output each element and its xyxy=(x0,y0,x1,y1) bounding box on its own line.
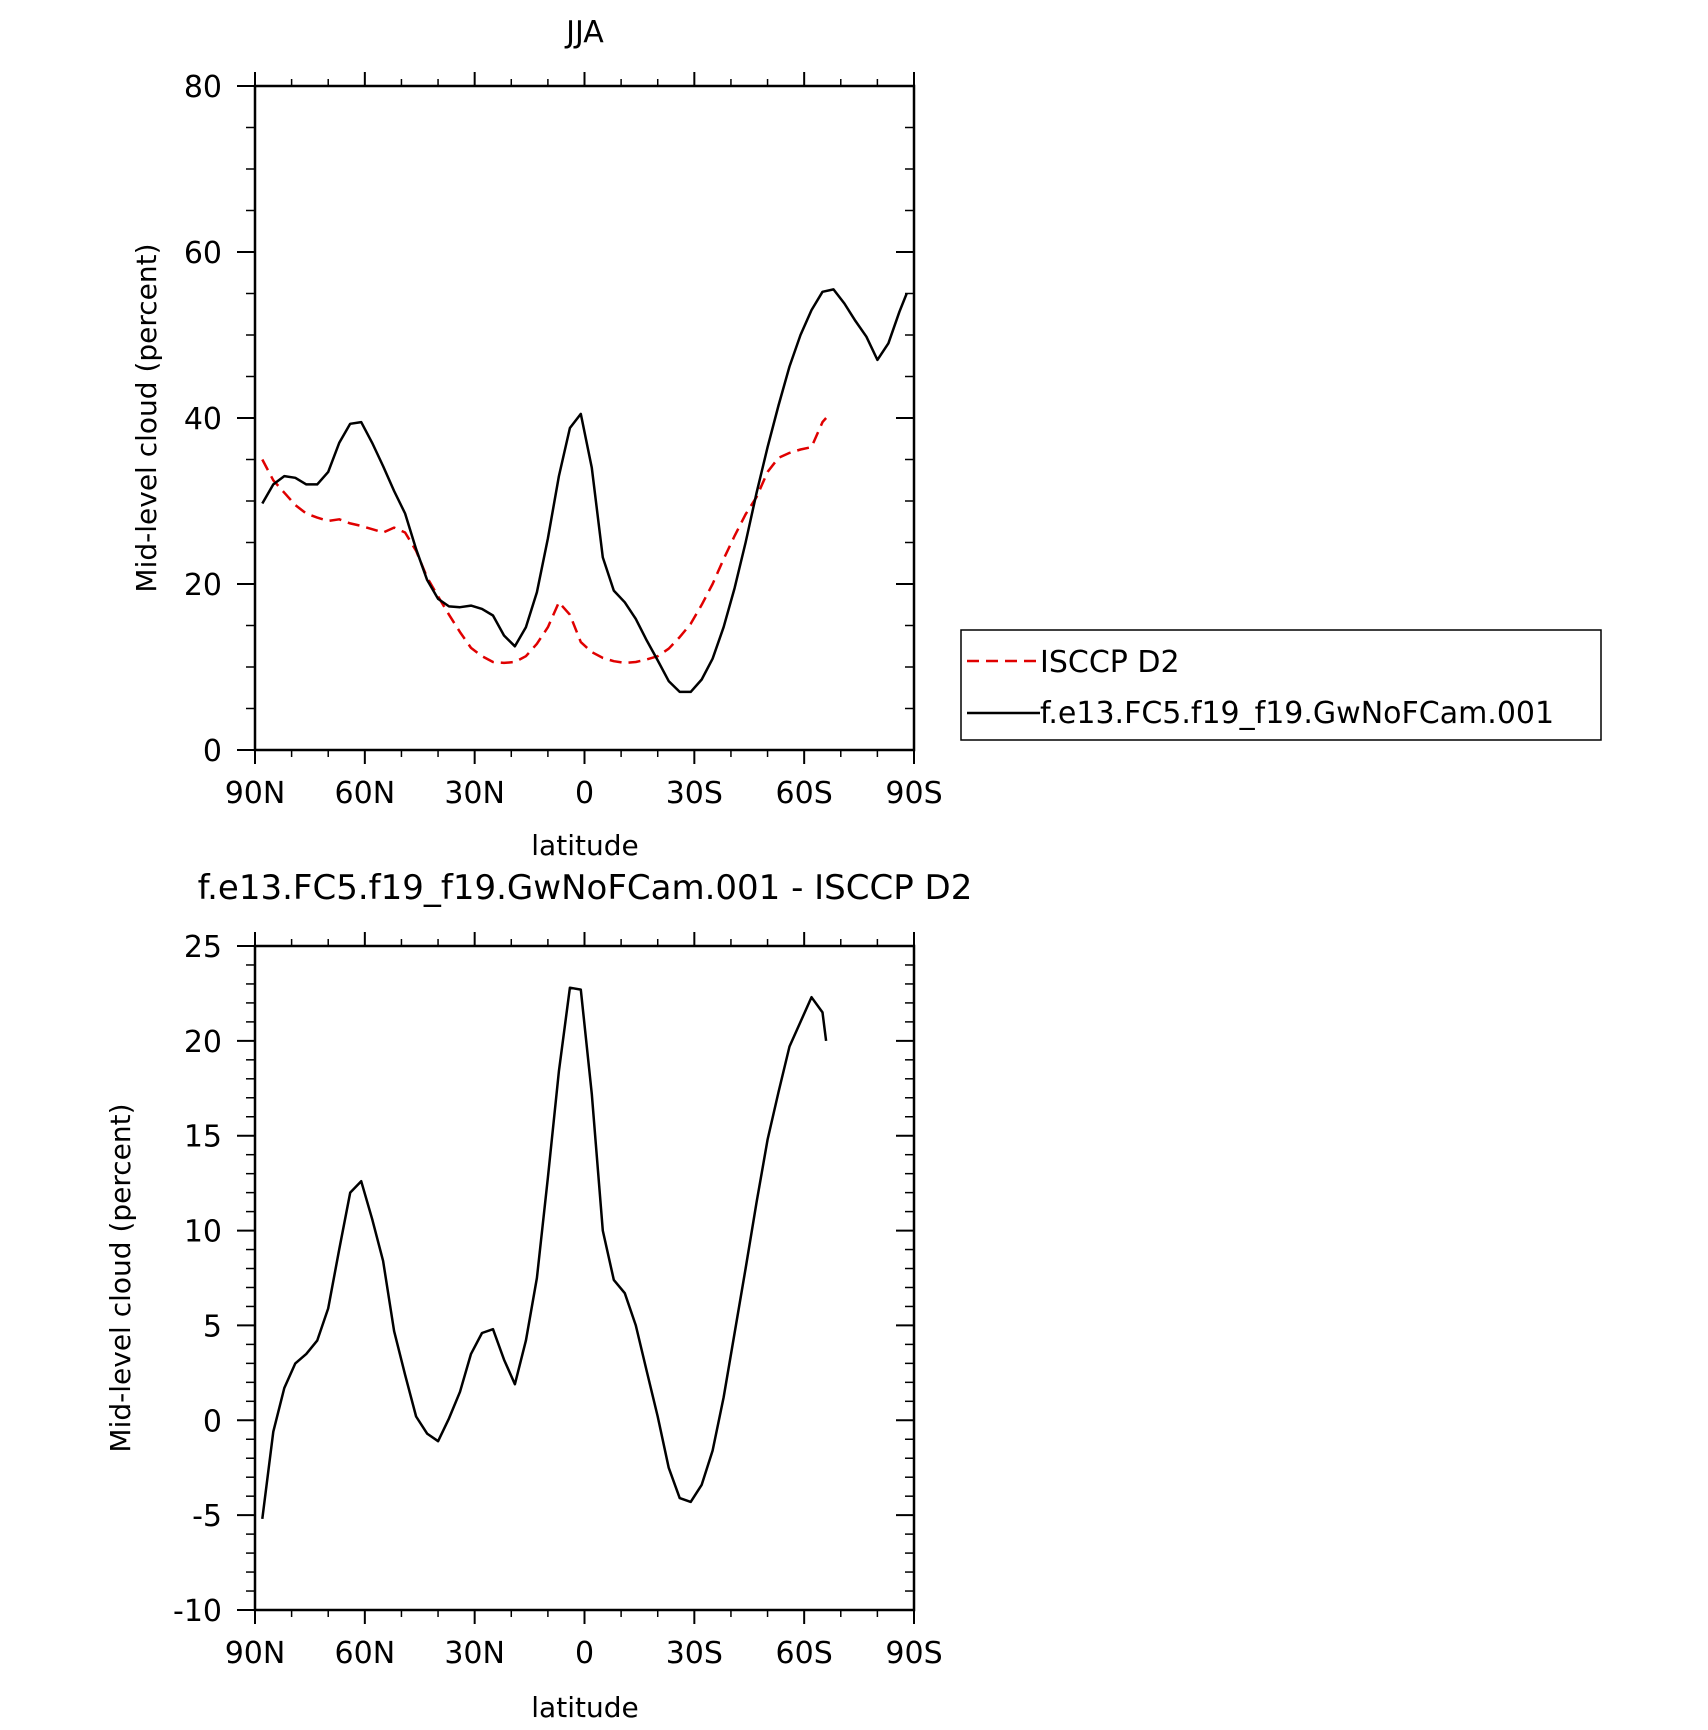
x-tick-label: 90S xyxy=(885,776,942,811)
legend: ISCCP D2 f.e13.FC5.f19_f19.GwNoFCam.001 xyxy=(960,629,1602,741)
chart-panel-top: JJA 90N 60N 30N 0 30S 60S 90S 0 20 40 60 80 latitu… xyxy=(130,15,1602,862)
x-tick-label: 30N xyxy=(444,1636,505,1671)
x-tick-label: 30N xyxy=(444,776,505,811)
y-tick-label: -10 xyxy=(173,1594,222,1629)
x-tick-label: 0 xyxy=(575,1636,594,1671)
y-tick-label: -5 xyxy=(192,1499,222,1534)
y-tick-label: 20 xyxy=(184,1025,222,1060)
x-axis-label: latitude xyxy=(531,1691,638,1724)
y-axis-label: Mid-level cloud (percent) xyxy=(104,1103,137,1452)
y-tick-label: 40 xyxy=(184,402,222,437)
y-tick-label: 10 xyxy=(184,1215,222,1250)
y-tick-label: 15 xyxy=(184,1120,222,1155)
x-tick-label: 90S xyxy=(885,1636,942,1671)
y-tick-labels: 0 20 40 60 80 xyxy=(184,70,222,769)
y-tick-label: 0 xyxy=(203,734,222,769)
plot-frame xyxy=(253,944,916,1612)
series-line-isccp xyxy=(261,417,828,665)
series-line-model xyxy=(261,986,828,1520)
x-tick-label: 60S xyxy=(776,776,833,811)
legend-label-model: f.e13.FC5.f19_f19.GwNoFCam.001 xyxy=(1040,696,1554,731)
y-tick-labels: -10 -5 0 5 10 15 20 25 xyxy=(173,930,222,1629)
series-lines xyxy=(261,288,908,694)
x-tick-label: 90N xyxy=(225,1636,286,1671)
series-lines xyxy=(261,986,828,1520)
y-tick-label: 25 xyxy=(184,930,222,965)
series-line-model xyxy=(261,288,908,694)
x-tick-label: 0 xyxy=(575,776,594,811)
x-tick-label: 60S xyxy=(776,1636,833,1671)
legend-label-isccp: ISCCP D2 xyxy=(1040,645,1180,680)
plot-frame xyxy=(253,84,916,752)
x-tick-label: 60N xyxy=(335,776,396,811)
y-tick-label: 80 xyxy=(184,70,222,105)
tick-marks xyxy=(237,72,915,764)
y-tick-label: 5 xyxy=(203,1309,222,1344)
x-tick-label: 30S xyxy=(666,776,723,811)
x-tick-label: 90N xyxy=(225,776,286,811)
x-tick-label: 30S xyxy=(666,1636,723,1671)
legend-box xyxy=(960,629,1602,741)
x-axis-label: latitude xyxy=(531,829,638,862)
tick-marks xyxy=(237,932,915,1624)
x-tick-labels: 90N 60N 30N 0 30S 60S 90S xyxy=(225,776,943,811)
x-tick-label: 60N xyxy=(335,1636,396,1671)
y-tick-label: 60 xyxy=(184,236,222,271)
y-tick-label: 0 xyxy=(203,1404,222,1439)
chart-title: JJA xyxy=(564,15,604,50)
y-axis-label: Mid-level cloud (percent) xyxy=(130,243,163,592)
chart-panel-bottom: f.e13.FC5.f19_f19.GwNoFCam.001 - ISCCP D… xyxy=(104,868,972,1724)
x-tick-labels: 90N 60N 30N 0 30S 60S 90S xyxy=(225,1636,943,1671)
y-tick-label: 20 xyxy=(184,568,222,603)
chart-title: f.e13.FC5.f19_f19.GwNoFCam.001 - ISCCP D… xyxy=(198,868,973,908)
